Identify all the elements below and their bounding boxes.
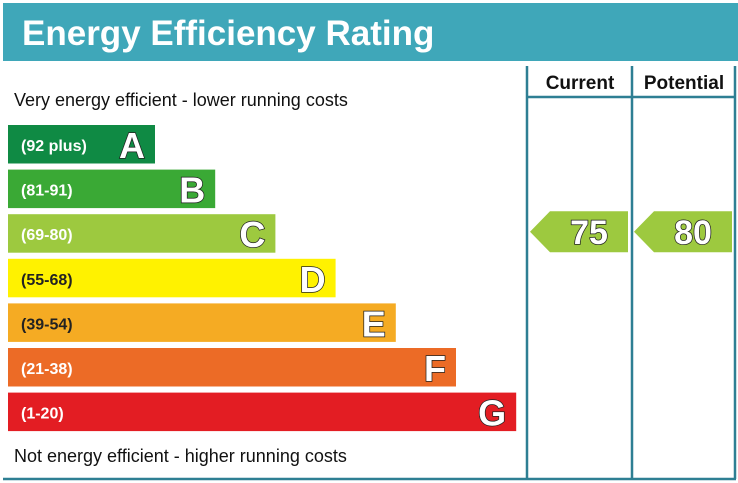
band-bar-d [8,258,336,298]
band-bar-e [8,303,396,342]
band-letter: B [179,170,205,211]
band-range: (1-20) [21,406,64,423]
column-header-potential: Potential [644,73,724,94]
band-letter: E [362,303,386,344]
band-letter: C [239,214,265,255]
chart-title: Energy Efficiency Rating [22,14,434,53]
band-letter: A [119,125,145,166]
current-rating-value: 75 [570,214,608,252]
top-note: Very energy efficient - lower running co… [14,90,348,110]
band-bar-a [8,125,155,164]
band-range: (21-38) [21,361,73,378]
band-bar-c [8,214,276,253]
band-letter: F [424,348,446,389]
column-header-current: Current [546,73,615,94]
band-range: (69-80) [21,227,73,244]
potential-rating-value: 80 [674,214,712,252]
band-bar-b [8,169,216,209]
band-letter: G [478,393,506,434]
band-letter: D [300,259,326,300]
current-rating-arrow [530,211,628,253]
header-bar [3,3,738,61]
bottom-note: Not energy efficient - higher running co… [14,446,347,466]
band-range: (92 plus) [21,138,87,155]
band-range: (81-91) [21,183,73,200]
band-bar-f [8,348,456,387]
band-range: (55-68) [21,272,73,289]
potential-rating-arrow [634,211,732,253]
band-range: (39-54) [21,316,73,333]
band-bar-g [8,392,517,432]
